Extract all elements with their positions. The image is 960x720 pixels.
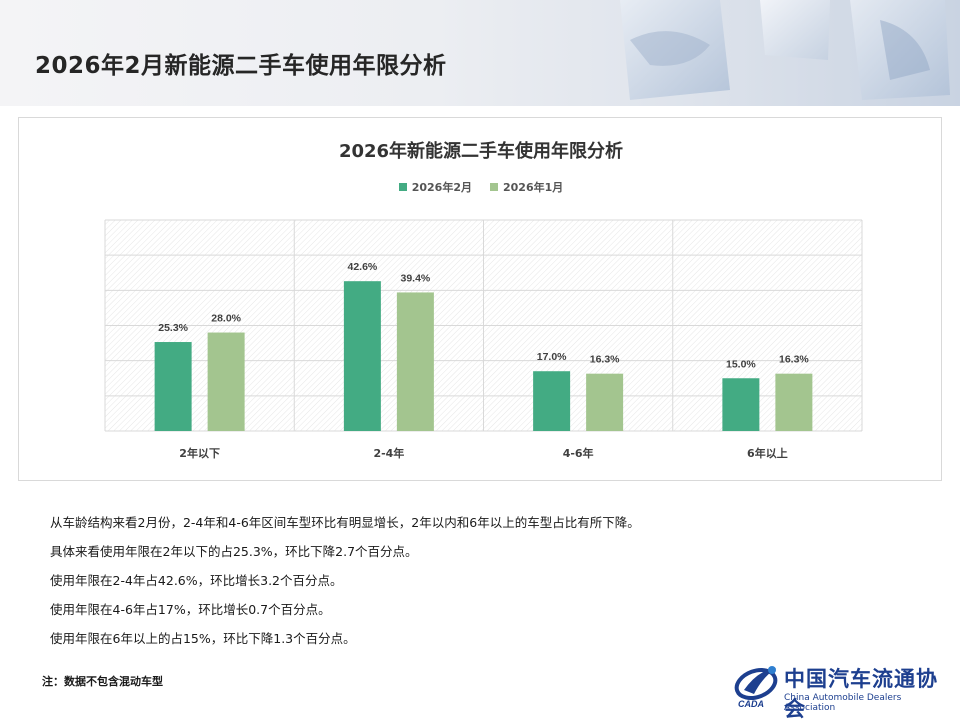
chart-title: 2026年新能源二手车使用年限分析 [338, 141, 624, 162]
data-label: 16.3% [590, 354, 620, 366]
header-banner: 2026年2月新能源二手车使用年限分析 [0, 0, 960, 106]
chart-plot: 25.3% 28.0% 42.6% 39.4% 17.0% 16.3% 15.0% 16.3%… [104, 219, 863, 460]
x-tick-label: 4-6年 [563, 446, 594, 460]
note-line: 使用年限在2-4年占42.6%，环比增长3.2个百分点。 [50, 573, 343, 588]
bar-feb [722, 378, 760, 431]
bar-jan [586, 373, 624, 431]
data-label: 17.0% [537, 351, 567, 363]
data-label: 42.6% [347, 261, 377, 273]
data-label: 28.0% [211, 313, 241, 325]
legend-label-jan: 2026年1月 [503, 181, 564, 194]
header-decoration [620, 0, 950, 100]
x-tick-label: 6年以上 [747, 446, 788, 460]
bar-jan [207, 332, 245, 431]
legend-item-feb: 2026年2月 [398, 179, 472, 195]
cada-emblem-icon: CADA [734, 666, 778, 709]
analysis-notes: 从车龄结构来看2月份，2-4年和4-6年区间车型环比有明显增长，2年以内和6年以… [50, 508, 640, 653]
note-line: 使用年限在6年以上的占15%，环比下降1.3个百分点。 [50, 631, 356, 646]
note-line: 具体来看使用年限在2年以下的占25.3%，环比下降2.7个百分点。 [50, 544, 418, 559]
bar-feb [533, 371, 571, 431]
data-label: 39.4% [400, 272, 430, 284]
note-line: 从车龄结构来看2月份，2-4年和4-6年区间车型环比有明显增长，2年以内和6年以… [50, 515, 640, 530]
legend-swatch-jan [490, 183, 498, 191]
logo-name-en: China Automobile Dealers Association [784, 693, 902, 713]
legend-swatch-feb [398, 183, 407, 191]
data-label: 16.3% [779, 354, 809, 366]
x-tick-label: 2-4年 [373, 446, 404, 460]
data-label: 25.3% [158, 322, 188, 334]
chart-legend: 2026年2月 2026年1月 [19, 179, 943, 195]
bar-feb [154, 342, 192, 431]
bar-jan [396, 292, 434, 431]
note-line: 使用年限在4-6年占17%，环比增长0.7个百分点。 [50, 602, 331, 617]
legend-label-feb: 2026年2月 [411, 181, 472, 194]
x-tick-label: 2年以下 [179, 446, 220, 460]
logo-name-cn: 中国汽车流通协会 [784, 666, 938, 720]
page-title: 2026年2月新能源二手车使用年限分析 [35, 53, 447, 79]
footnote: 注：数据不包含混动车型 [42, 675, 163, 688]
cada-logo: CADA 中国汽车流通协会 China Automobile Dealers A… [732, 660, 952, 720]
logo-abbr: CADA [738, 699, 764, 709]
bar-feb [343, 281, 381, 431]
bar-jan [775, 373, 813, 431]
data-label: 15.0% [726, 358, 756, 370]
legend-item-jan: 2026年1月 [490, 179, 563, 195]
chart-container: 2026年新能源二手车使用年限分析 2026年2月 2026年1月 25.3% 2… [18, 117, 942, 481]
